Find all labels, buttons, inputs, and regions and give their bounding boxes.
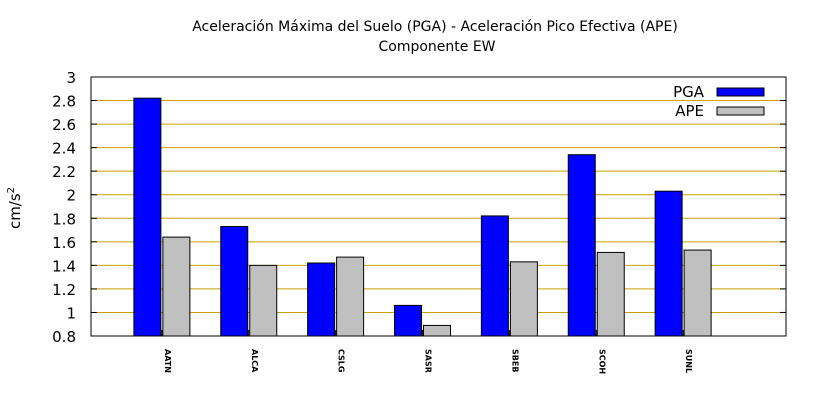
y-axis-label-unit: cm/s (6, 193, 24, 229)
y-axis-label-exponent: 2 (6, 187, 17, 193)
x-tick-label: SUNL (684, 349, 693, 373)
bar-pga (394, 304, 422, 337)
y-tick-label: 1.8 (52, 210, 76, 228)
y-tick-label: 3 (66, 69, 76, 87)
bar-ape (162, 236, 191, 337)
bar-pga (220, 226, 249, 337)
y-tick-label: 1.6 (52, 234, 76, 252)
y-tick-label: 2.4 (52, 140, 76, 158)
y-axis-ticks: 0.8 1 1.2 1.4 1.6 1.8 2 2.2 2.4 2.6 2.8 3 (52, 69, 786, 346)
plot-frame (90, 76, 787, 337)
bar-pga (307, 262, 336, 337)
x-tick-label: SCOH (597, 349, 606, 374)
bar-ape (249, 264, 278, 337)
y-tick-label: 1 (66, 304, 76, 322)
legend-swatch-pga (716, 87, 765, 97)
y-axis-label: cm/s2 (6, 187, 24, 229)
y-tick-label: 2.2 (52, 163, 76, 181)
gridlines (91, 100, 786, 313)
legend-label-pga: PGA (673, 83, 705, 101)
bar-ape (336, 256, 365, 337)
y-tick-label: 1.4 (52, 257, 76, 275)
bar-ape (509, 261, 538, 337)
x-tick-label: SASR (424, 349, 433, 373)
y-tick-label: 0.8 (52, 328, 76, 346)
y-tick-label: 2 (66, 187, 76, 205)
chart-title: Aceleración Máxima del Suelo (PGA) - Ace… (192, 19, 678, 35)
bar-ape (423, 324, 451, 337)
x-tick-label: CSLG (337, 349, 346, 372)
x-tick-label: SBEB (510, 349, 519, 372)
bar-pga (133, 97, 162, 337)
y-tick-label: 2.8 (52, 93, 76, 111)
legend-label-ape: APE (675, 102, 704, 120)
x-axis-ticks: AATN ALCA CSLG SASR SBEB SCOH SUNL (161, 330, 693, 374)
legend-swatch-ape (716, 106, 765, 116)
bars (133, 97, 712, 337)
bar-pga (654, 190, 683, 337)
legend: PGA APE (673, 83, 765, 120)
bar-pga (567, 154, 596, 337)
x-tick-label: AATN (163, 349, 172, 373)
y-tick-label: 1.2 (52, 281, 76, 299)
x-tick-label: ALCA (250, 349, 259, 373)
chart-subtitle: Componente EW (378, 39, 495, 55)
bar-ape (683, 249, 712, 337)
bar-pga (480, 215, 509, 337)
bar-ape (596, 251, 625, 337)
y-tick-label: 2.6 (52, 116, 76, 134)
